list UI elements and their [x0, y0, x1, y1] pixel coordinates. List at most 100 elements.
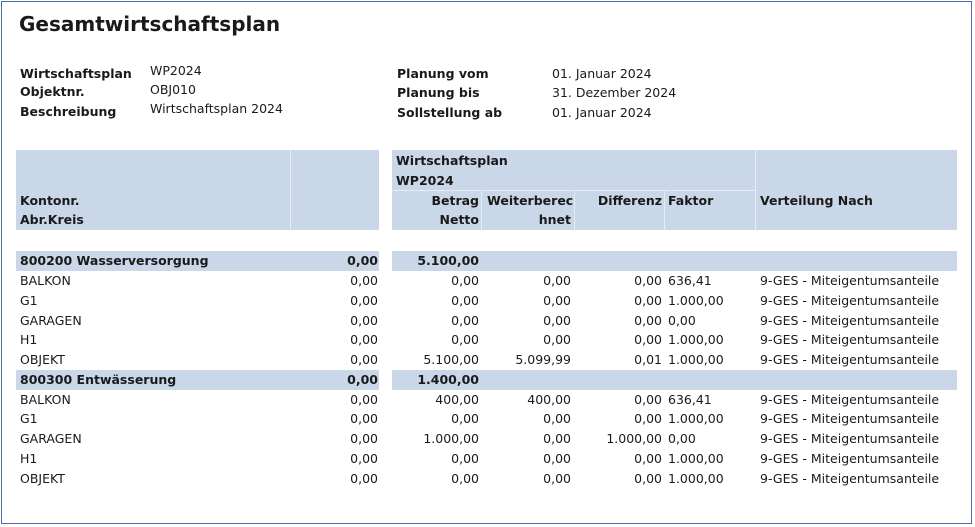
meta-value: Wirtschaftsplan 2024: [150, 101, 283, 116]
row-faktor: 0,00: [668, 431, 696, 446]
row-diff: 0,00: [634, 411, 662, 426]
header-separator: [290, 150, 291, 230]
row-betrag: 0,00: [451, 451, 479, 466]
row-left-value: 0,00: [350, 431, 378, 446]
row-kreis: BALKON: [20, 273, 71, 288]
meta-value: 31. Dezember 2024: [552, 85, 677, 100]
group-header-bg: [16, 370, 379, 390]
header-abr-kreis: Abr.Kreis: [20, 212, 84, 227]
meta-label: Sollstellung ab: [397, 105, 503, 120]
row-faktor: 0,00: [668, 313, 696, 328]
row-kreis: G1: [20, 293, 38, 308]
row-diff: 0,00: [634, 293, 662, 308]
row-weiter: 0,00: [543, 451, 571, 466]
row-kreis: G1: [20, 411, 38, 426]
row-diff: 0,00: [634, 392, 662, 407]
row-betrag: 0,00: [451, 471, 479, 486]
header-weiterberechnet: Weiterberec: [487, 193, 574, 208]
header-netto: Netto: [439, 212, 479, 227]
row-diff: 0,00: [634, 471, 662, 486]
row-kreis: BALKON: [20, 392, 71, 407]
row-verteilung: 9-GES - Miteigentumsanteile: [760, 411, 940, 426]
meta-left: Wirtschaftsplan WP2024 Objektnr. OBJ010 …: [20, 63, 380, 124]
row-betrag: 0,00: [451, 332, 479, 347]
header-bg-left: [16, 150, 379, 230]
row-left-value: 0,00: [350, 471, 378, 486]
row-verteilung: 9-GES - Miteigentumsanteile: [760, 352, 940, 367]
row-faktor: 1.000,00: [668, 411, 724, 426]
row-faktor: 1.000,00: [668, 471, 724, 486]
row-betrag: 0,00: [451, 411, 479, 426]
row-diff: 0,00: [634, 273, 662, 288]
row-verteilung: 9-GES - Miteigentumsanteile: [760, 273, 940, 288]
row-verteilung: 9-GES - Miteigentumsanteile: [760, 431, 940, 446]
row-faktor: 1.000,00: [668, 332, 724, 347]
row-left-value: 0,00: [350, 392, 378, 407]
row-left-value: 0,00: [350, 313, 378, 328]
meta-label: Beschreibung: [20, 104, 117, 119]
row-betrag: 1.000,00: [423, 431, 479, 446]
row-weiter: 0,00: [543, 293, 571, 308]
row-diff: 0,00: [634, 451, 662, 466]
header-separator: [755, 150, 756, 230]
header-separator: [574, 190, 575, 230]
row-verteilung: 9-GES - Miteigentumsanteile: [760, 313, 940, 328]
row-kreis: OBJEKT: [20, 471, 65, 486]
header-betrag: Betrag: [431, 193, 479, 208]
row-weiter: 0,00: [543, 332, 571, 347]
row-betrag: 0,00: [451, 313, 479, 328]
row-weiter: 5.099,99: [515, 352, 571, 367]
row-left-value: 0,00: [350, 273, 378, 288]
meta-label: Planung bis: [397, 85, 480, 100]
row-weiter: 0,00: [543, 411, 571, 426]
header-konto: Kontonr.: [20, 193, 80, 208]
meta-value: 01. Januar 2024: [552, 66, 652, 81]
meta-label: Planung vom: [397, 66, 489, 81]
header-verteilung: Verteilung Nach: [760, 193, 873, 208]
meta-value: WP2024: [150, 63, 202, 78]
header-plan-label: Wirtschaftsplan: [396, 153, 508, 168]
header-faktor: Faktor: [668, 193, 714, 208]
row-diff: 0,00: [634, 332, 662, 347]
row-verteilung: 9-GES - Miteigentumsanteile: [760, 293, 940, 308]
header-plan-value: WP2024: [396, 173, 454, 188]
header-weiterberechnet-2: hnet: [538, 212, 571, 227]
meta-label: Wirtschaftsplan: [20, 66, 132, 81]
row-kreis: GARAGEN: [20, 431, 82, 446]
row-verteilung: 9-GES - Miteigentumsanteile: [760, 392, 940, 407]
meta-value: OBJ010: [150, 82, 196, 97]
meta-right: Planung vom 01. Januar 2024 Planung bis …: [397, 64, 797, 124]
row-left-value: 0,00: [350, 293, 378, 308]
row-kreis: H1: [20, 451, 38, 466]
row-diff: 0,01: [634, 352, 662, 367]
row-weiter: 0,00: [543, 471, 571, 486]
row-verteilung: 9-GES - Miteigentumsanteile: [760, 471, 940, 486]
page-title: Gesamtwirtschaftsplan: [19, 12, 281, 36]
group-name: 800200 Wasserversorgung: [20, 253, 209, 268]
header-separator: [481, 190, 482, 230]
group-header-bg: [392, 251, 957, 271]
row-betrag: 0,00: [451, 273, 479, 288]
row-verteilung: 9-GES - Miteigentumsanteile: [760, 451, 940, 466]
group-header-bg: [392, 370, 957, 390]
row-betrag: 400,00: [435, 392, 479, 407]
row-kreis: GARAGEN: [20, 313, 82, 328]
meta-label: Objektnr.: [20, 84, 85, 99]
row-betrag: 5.100,00: [423, 352, 479, 367]
row-faktor: 1.000,00: [668, 293, 724, 308]
header-separator: [664, 190, 665, 230]
group-betrag-total: 5.100,00: [417, 253, 479, 268]
row-faktor: 1.000,00: [668, 352, 724, 367]
row-left-value: 0,00: [350, 352, 378, 367]
row-diff: 0,00: [634, 313, 662, 328]
row-weiter: 400,00: [527, 392, 571, 407]
row-verteilung: 9-GES - Miteigentumsanteile: [760, 332, 940, 347]
row-left-value: 0,00: [350, 451, 378, 466]
group-left-total: 0,00: [347, 372, 378, 387]
row-weiter: 0,00: [543, 431, 571, 446]
row-faktor: 1.000,00: [668, 451, 724, 466]
row-weiter: 0,00: [543, 273, 571, 288]
row-kreis: OBJEKT: [20, 352, 65, 367]
row-weiter: 0,00: [543, 313, 571, 328]
